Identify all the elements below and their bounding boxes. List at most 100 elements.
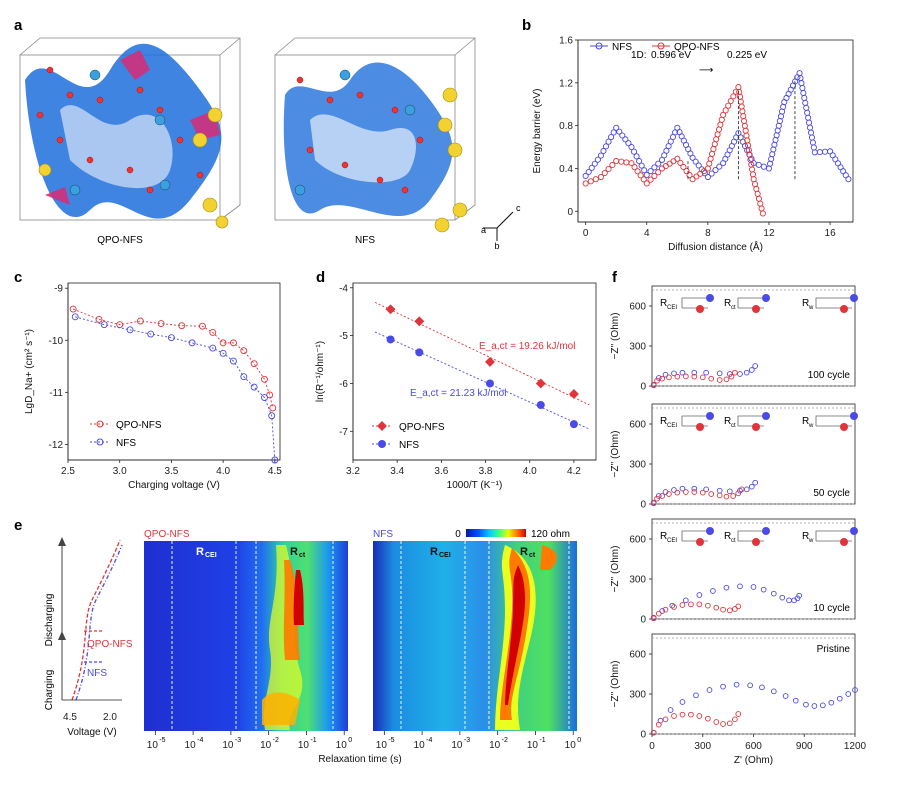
data-point [250, 360, 258, 368]
data-point-nfs [641, 167, 648, 174]
x-tick-label: 8 [705, 228, 711, 239]
data-point [230, 357, 237, 365]
fit-line [374, 331, 590, 430]
heatmap-x-tick-base: 10 [298, 740, 310, 751]
data-point-nfs [760, 163, 767, 170]
data-point-nfs [695, 162, 702, 169]
legend-marker [96, 420, 104, 428]
data-point [708, 375, 715, 382]
circuit-label-sub: ct [731, 423, 736, 429]
x-tick-label: 4.0 [523, 466, 537, 477]
y-tick-label: 0 [640, 382, 646, 393]
structure-label-nfs: NFS [355, 235, 375, 246]
axis-label-b: b [494, 241, 499, 251]
y-tick-label: 0.4 [559, 164, 573, 175]
circuit-label: R [724, 531, 731, 542]
circuit-label: R [724, 416, 731, 427]
data-point [662, 716, 669, 723]
circuit-node-nfs [762, 412, 770, 420]
data-point-nfs [798, 80, 805, 87]
circuit-label-sub: w [808, 423, 814, 429]
y-axis-title: −Z'' (Ohm) [610, 661, 621, 708]
data-point [691, 373, 698, 380]
data-point-nfs [597, 152, 604, 159]
data-point-qpo-nfs [713, 136, 720, 143]
data-point [71, 313, 79, 321]
data-point [726, 488, 733, 495]
circuit-label-sub: w [808, 305, 814, 311]
data-point-nfs [619, 132, 626, 139]
data-point-nfs [608, 134, 615, 141]
x-tick-label: 0 [649, 741, 655, 752]
label-charging: Charging [44, 670, 55, 711]
x-tick-label: 3.6 [434, 466, 448, 477]
data-point [654, 377, 660, 384]
data-point-qpo-nfs [727, 97, 734, 105]
heatmap-x-tick-base: 10 [451, 740, 463, 751]
x-tick-label: 12 [763, 228, 775, 239]
legend-marker [595, 42, 603, 50]
annotation-to: 0.225 eV [727, 50, 767, 61]
data-point [820, 702, 826, 709]
data-point [748, 367, 755, 373]
data-point-nfs [806, 119, 813, 126]
y-tick-label: -7 [339, 427, 348, 438]
data-point-qpo-nfs [758, 205, 765, 212]
data-point-qpo-nfs [718, 116, 725, 123]
data-point-nfs [625, 140, 632, 147]
data-point-qpo-nfs [753, 185, 760, 193]
legend-marker [96, 438, 104, 446]
data-point-circle [569, 420, 578, 429]
data-point-nfs [622, 136, 629, 143]
x-tick-label: 2.5 [61, 466, 75, 477]
y-tick-label: 0 [640, 500, 646, 511]
panel-label-f: f [612, 269, 618, 286]
data-point [691, 485, 698, 492]
y-axis-title: Energy barrier (eV) [532, 88, 543, 173]
data-point-qpo-nfs [742, 127, 749, 134]
y-axis-title: LgD_Na+ (cm² s⁻¹) [24, 329, 35, 414]
y-axis-title: ln(R⁻¹/ohm⁻¹) [315, 341, 326, 402]
data-point [69, 305, 77, 313]
x-tick-label: 900 [796, 741, 813, 752]
y-tick-label: -10 [49, 336, 64, 347]
plot-frame [67, 282, 281, 461]
data-point-nfs [588, 164, 595, 171]
heatmap-x-ticks: 10 -5 10 -4 10 -3 10 -2 10 -1 10 0 10 -5 10 -4 10 -3 10 -2 1… [147, 731, 581, 751]
y-tick-label: 600 [629, 535, 646, 546]
data-point-nfs [638, 162, 645, 169]
annotation-arrow: ⟶ [699, 65, 713, 76]
data-point [732, 369, 738, 376]
x-tick-label: 300 [694, 741, 711, 752]
data-point [811, 703, 818, 709]
heatmap-x-tick-exp: -3 [235, 737, 241, 744]
data-point-qpo-nfs [736, 88, 743, 96]
data-point [726, 720, 733, 727]
data-point-circle [415, 348, 424, 357]
circuit-node-nfs [850, 294, 858, 302]
circuit-node-qpo [840, 305, 848, 313]
y-tick-label: -5 [339, 331, 348, 342]
data-point [752, 479, 759, 486]
fit-label: E_a,ct = 19.26 kJ/mol [479, 341, 575, 352]
circuit-bracket [681, 530, 708, 542]
data-point-qpo-nfs [674, 155, 681, 162]
panel-label-a: a [14, 17, 23, 34]
circuit-label: R [802, 416, 809, 427]
data-point-nfs [799, 84, 806, 92]
data-point-qpo-nfs [755, 195, 762, 202]
data-point [650, 729, 657, 736]
data-point [796, 592, 803, 599]
series-line [75, 316, 276, 461]
legend-marker [378, 440, 386, 448]
data-point [732, 716, 738, 723]
circuit-bracket [737, 297, 764, 309]
data-point-qpo-nfs [751, 181, 759, 188]
data-point-qpo-nfs [677, 159, 684, 166]
data-point-qpo-nfs [680, 163, 687, 171]
data-point-qpo-nfs [749, 166, 756, 173]
voltage-tick-0: 4.5 [63, 712, 77, 723]
data-point [726, 607, 733, 614]
axis-label-c: c [516, 203, 521, 213]
data-point-nfs [585, 168, 592, 175]
